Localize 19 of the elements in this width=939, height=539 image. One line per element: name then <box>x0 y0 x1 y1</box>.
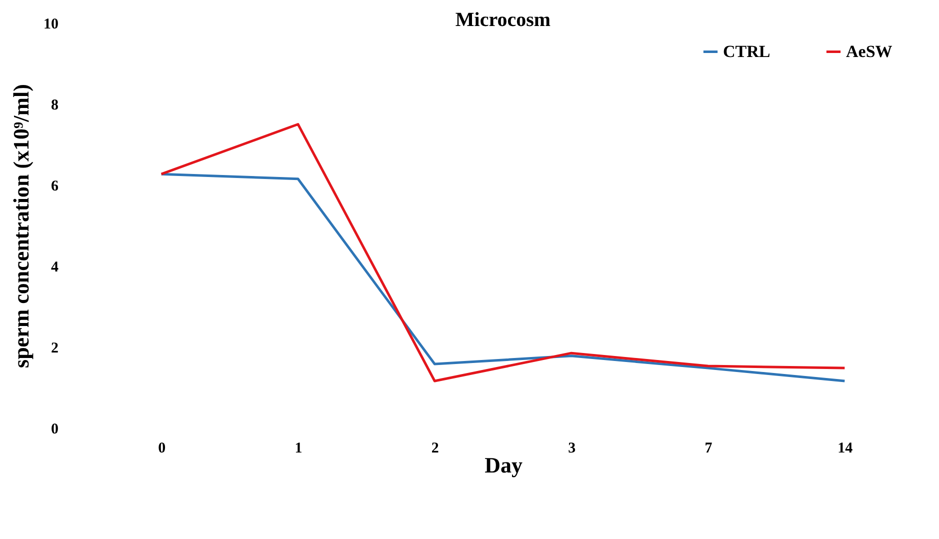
x-tick-label: 0 <box>158 440 166 456</box>
x-tick-label: 3 <box>568 440 576 456</box>
x-tick-label: 2 <box>431 440 439 456</box>
line-series <box>160 123 846 382</box>
line-series <box>160 172 846 382</box>
y-axis-title: sperm concentration (x10⁹/ml) <box>8 84 34 368</box>
x-tick-label: 7 <box>704 440 713 456</box>
legend-label: AeSW <box>846 42 892 61</box>
y-tick-label: 4 <box>51 260 59 276</box>
y-tick-label: 8 <box>51 98 58 114</box>
y-tick-label: 10 <box>44 16 58 32</box>
x-axis-title: Day <box>484 452 522 478</box>
x-tick-label: 14 <box>838 440 854 456</box>
legend-label: CTRL <box>723 42 770 61</box>
y-tick-label: 2 <box>51 340 58 356</box>
y-tick-label: 6 <box>51 178 59 194</box>
x-tick-label: 1 <box>294 440 302 456</box>
y-tick-label: 0 <box>51 422 58 438</box>
chart-title: Microcosm <box>455 9 551 31</box>
